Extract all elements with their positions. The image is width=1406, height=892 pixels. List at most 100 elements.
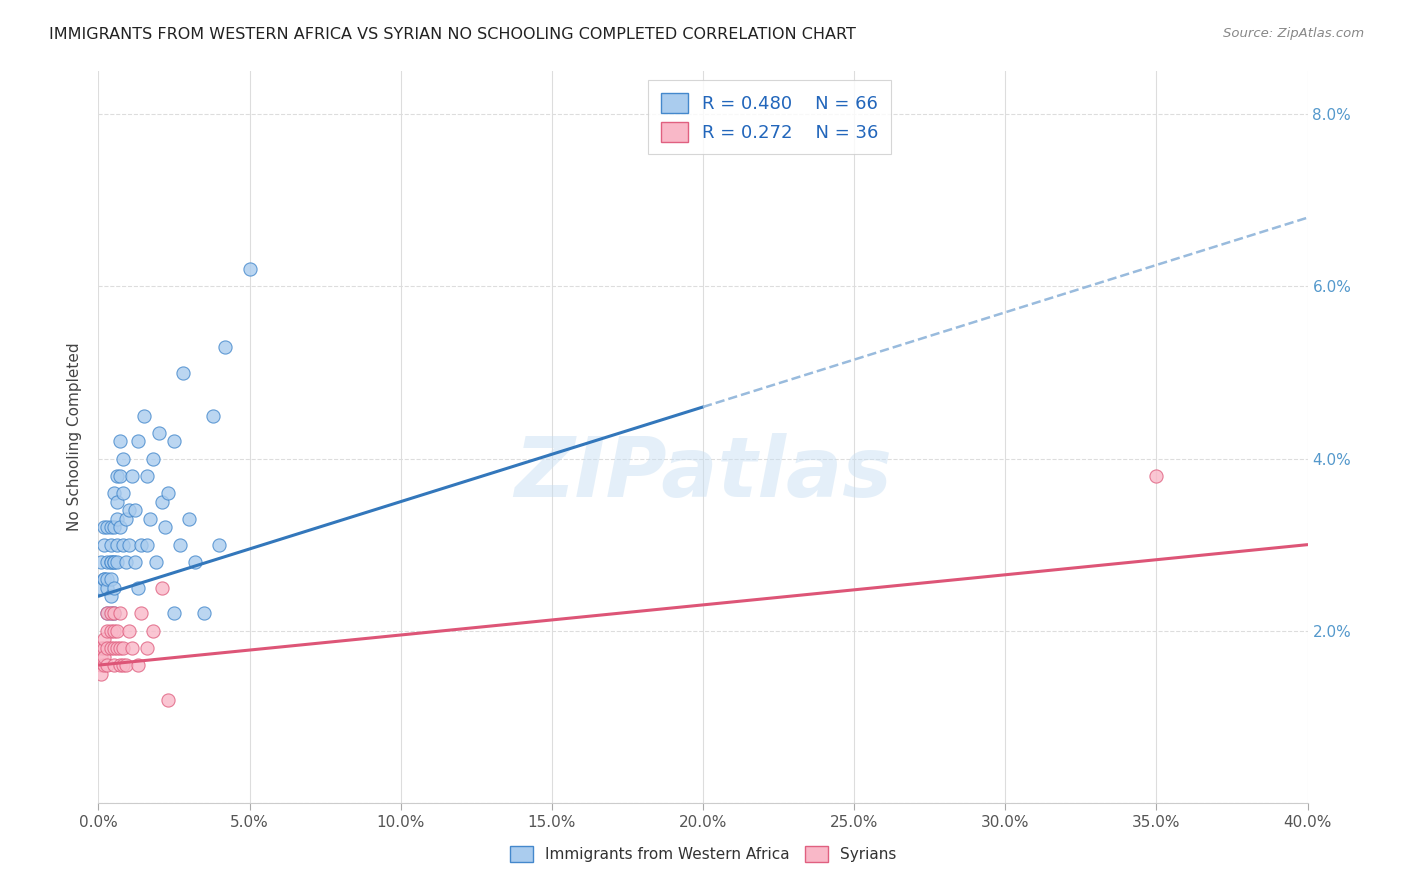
Point	[105, 624, 128, 638]
Point	[108, 434, 131, 449]
Point	[90, 658, 112, 673]
Point	[118, 624, 141, 638]
Point	[90, 666, 112, 681]
Point	[124, 503, 146, 517]
Point	[103, 581, 125, 595]
Point	[127, 434, 149, 449]
Point	[96, 555, 118, 569]
Point	[93, 520, 115, 534]
Point	[214, 340, 236, 354]
Point	[142, 451, 165, 466]
Point	[108, 468, 131, 483]
Point	[208, 538, 231, 552]
Point	[135, 640, 157, 655]
Point	[156, 692, 179, 706]
Point	[90, 649, 112, 664]
Point	[193, 607, 215, 621]
Point	[129, 538, 152, 552]
Point	[93, 572, 115, 586]
Point	[172, 366, 194, 380]
Point	[163, 607, 186, 621]
Point	[93, 572, 115, 586]
Point	[100, 624, 122, 638]
Point	[111, 451, 134, 466]
Point	[96, 658, 118, 673]
Point	[96, 520, 118, 534]
Point	[108, 607, 131, 621]
Point	[103, 486, 125, 500]
Point	[103, 658, 125, 673]
Point	[105, 468, 128, 483]
Point	[93, 649, 115, 664]
Point	[100, 607, 122, 621]
Point	[1144, 468, 1167, 483]
Point	[90, 555, 112, 569]
Point	[142, 624, 165, 638]
Point	[105, 555, 128, 569]
Point	[108, 520, 131, 534]
Point	[150, 581, 173, 595]
Point	[118, 538, 141, 552]
Point	[103, 624, 125, 638]
Point	[96, 607, 118, 621]
Legend: Immigrants from Western Africa, Syrians: Immigrants from Western Africa, Syrians	[503, 840, 903, 868]
Point	[114, 512, 136, 526]
Y-axis label: No Schooling Completed: No Schooling Completed	[67, 343, 83, 532]
Point	[184, 555, 207, 569]
Point	[100, 538, 122, 552]
Point	[202, 409, 225, 423]
Point	[111, 486, 134, 500]
Point	[127, 658, 149, 673]
Point	[156, 486, 179, 500]
Point	[121, 640, 143, 655]
Point	[111, 640, 134, 655]
Point	[121, 468, 143, 483]
Point	[105, 640, 128, 655]
Point	[153, 520, 176, 534]
Point	[150, 494, 173, 508]
Point	[96, 624, 118, 638]
Point	[124, 555, 146, 569]
Point	[118, 503, 141, 517]
Point	[163, 434, 186, 449]
Point	[148, 425, 170, 440]
Point	[100, 589, 122, 603]
Point	[100, 572, 122, 586]
Point	[96, 640, 118, 655]
Point	[100, 520, 122, 534]
Point	[103, 607, 125, 621]
Point	[111, 658, 134, 673]
Point	[132, 409, 155, 423]
Point	[145, 555, 167, 569]
Point	[93, 658, 115, 673]
Point	[135, 468, 157, 483]
Point	[139, 512, 162, 526]
Point	[90, 640, 112, 655]
Point	[100, 555, 122, 569]
Point	[103, 607, 125, 621]
Point	[105, 538, 128, 552]
Point	[103, 555, 125, 569]
Point	[100, 640, 122, 655]
Point	[108, 658, 131, 673]
Point	[239, 262, 262, 277]
Point	[93, 538, 115, 552]
Point	[169, 538, 191, 552]
Point	[90, 581, 112, 595]
Point	[114, 555, 136, 569]
Point	[114, 658, 136, 673]
Point	[179, 512, 201, 526]
Point	[96, 572, 118, 586]
Text: ZIPatlas: ZIPatlas	[515, 434, 891, 514]
Text: Source: ZipAtlas.com: Source: ZipAtlas.com	[1223, 27, 1364, 40]
Point	[103, 640, 125, 655]
Point	[96, 607, 118, 621]
Point	[135, 538, 157, 552]
Text: IMMIGRANTS FROM WESTERN AFRICA VS SYRIAN NO SCHOOLING COMPLETED CORRELATION CHAR: IMMIGRANTS FROM WESTERN AFRICA VS SYRIAN…	[49, 27, 856, 42]
Point	[93, 640, 115, 655]
Point	[105, 494, 128, 508]
Point	[105, 512, 128, 526]
Point	[100, 607, 122, 621]
Point	[103, 520, 125, 534]
Point	[127, 581, 149, 595]
